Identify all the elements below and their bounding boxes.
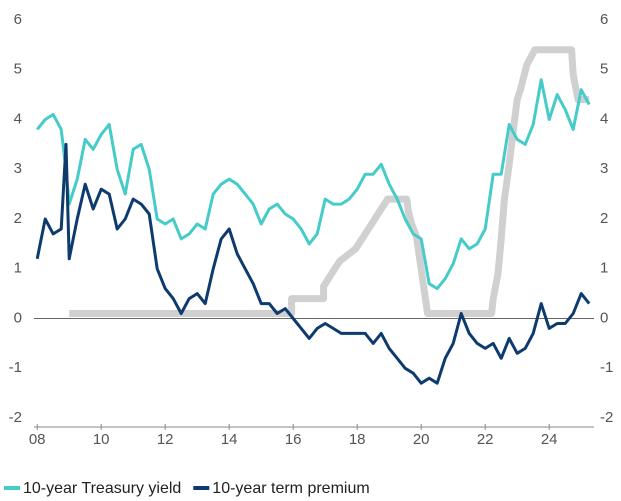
x-tick-label: 18 <box>349 431 366 448</box>
y-tick-label: 3 <box>14 160 22 177</box>
y2-tick-label: 1 <box>600 260 608 277</box>
y2-tick-label: 4 <box>600 110 608 127</box>
x-tick-label: 12 <box>157 431 174 448</box>
y-tick-label: 5 <box>14 61 22 78</box>
y-tick-label: -1 <box>9 359 22 376</box>
x-tick-label: 08 <box>29 431 46 448</box>
legend-label: 10-year term premium <box>212 480 369 497</box>
x-tick-label: 22 <box>477 431 494 448</box>
x-tick-label: 20 <box>413 431 430 448</box>
y-tick-label: 4 <box>14 110 22 127</box>
series-line <box>36 78 591 291</box>
legend-label: 10-year Treasury yield <box>23 480 181 497</box>
y2-tick-label: -1 <box>600 359 613 376</box>
series-line <box>69 46 590 317</box>
x-tick-label: 10 <box>93 431 110 448</box>
y-tick-label: 6 <box>14 11 22 28</box>
y-tick-label: 1 <box>14 260 22 277</box>
y2-tick-label: 3 <box>600 160 608 177</box>
x-tick-label: 16 <box>285 431 302 448</box>
y2-tick-label: -2 <box>600 409 613 426</box>
y-tick-label: 0 <box>14 309 22 326</box>
y2-tick-label: 0 <box>600 309 608 326</box>
x-tick-label: 24 <box>541 431 558 448</box>
y2-tick-label: 5 <box>600 61 608 78</box>
x-tick-label: 14 <box>221 431 238 448</box>
y2-tick-label: 6 <box>600 11 608 28</box>
y-tick-label: -2 <box>9 409 22 426</box>
y2-tick-label: 2 <box>600 210 608 227</box>
y-tick-label: 2 <box>14 210 22 227</box>
series-line <box>35 142 591 385</box>
